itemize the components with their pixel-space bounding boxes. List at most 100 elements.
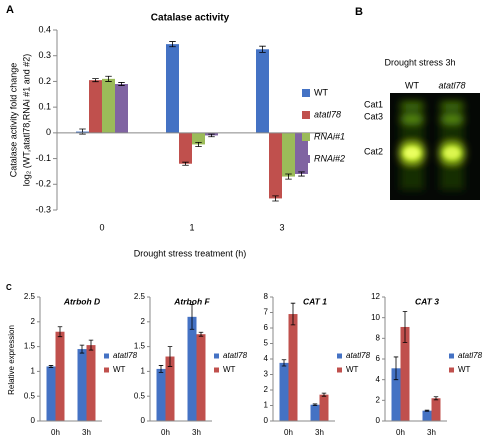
chart-title: Atrboh F: [173, 296, 210, 306]
lane-label: WT: [405, 80, 419, 90]
y-tick-label: 0.2: [38, 76, 51, 86]
y-tick-label: 2: [376, 395, 381, 404]
y-tick-label: -0.1: [35, 153, 51, 163]
y-tick-label: 0: [376, 416, 381, 425]
y-tick-label: 6: [264, 323, 269, 332]
error-bar: [48, 365, 54, 368]
error-bar: [424, 409, 430, 412]
legend-swatch: [104, 353, 109, 359]
error-bar: [433, 396, 439, 401]
bar: [89, 80, 102, 133]
legend-swatch: [449, 353, 454, 359]
legend-label: WT: [314, 87, 328, 97]
y-tick-label: 2: [31, 317, 36, 326]
legend-label: WT: [223, 365, 236, 374]
y-tick-label: 2: [264, 385, 269, 394]
legend-label: RNAi#1: [314, 131, 345, 141]
legend-swatch: [302, 89, 310, 97]
y-tick-label: 0.3: [38, 50, 51, 60]
x-tick-label: 1: [189, 222, 194, 232]
legend-label: atatl78: [458, 351, 483, 360]
error-bar: [57, 326, 63, 338]
bar: [400, 326, 410, 421]
chart: CAT 3 0 2 4 6 8 10 12 0h 3h atatl78 WT: [371, 292, 482, 437]
y-tick-label: 0.1: [38, 102, 51, 112]
x-tick-label: 0h: [284, 428, 293, 437]
legend-swatch: [337, 367, 342, 373]
y-tick-label: 3: [264, 370, 269, 379]
lane-label: atatl78: [438, 80, 465, 90]
bar: [46, 366, 56, 421]
bar: [77, 349, 87, 421]
y-tick-label: 0.4: [38, 24, 51, 34]
error-bar: [169, 41, 176, 48]
x-tick-label: 3: [279, 222, 284, 232]
bar: [179, 132, 192, 164]
error-bar: [118, 82, 125, 86]
y-tick-label: 0: [31, 416, 36, 425]
y-tick-label: 4: [376, 375, 381, 384]
chart: CAT 1 0 1 2 3 4 5 6 7 8 0h 3h atatl78 WT: [264, 292, 371, 437]
bar: [422, 410, 432, 421]
x-tick-label: 0h: [161, 428, 170, 437]
panel-label: C: [6, 283, 12, 292]
band-label: Cat3: [364, 111, 383, 121]
y-tick-label: -0.3: [35, 204, 51, 214]
legend-swatch: [214, 353, 219, 359]
chart: C Atrboh D Relative expression 0 0.5 1 1.5 2 2.5…: [6, 283, 138, 437]
y-tick-label: 2.5: [134, 292, 146, 301]
bar: [391, 368, 401, 421]
chart: A Catalase activity Catalase activity fold…: [6, 4, 345, 258]
x-tick-label: 3h: [82, 428, 91, 437]
x-tick-label: 0h: [51, 428, 60, 437]
error-bar: [92, 78, 99, 83]
y-tick-label: 0: [264, 416, 269, 425]
legend-swatch: [214, 367, 219, 373]
error-bar: [195, 141, 202, 147]
error-bar: [312, 403, 318, 406]
gel-core: [404, 147, 460, 159]
y-tick-label: 0.5: [24, 391, 36, 400]
legend-swatch: [337, 353, 342, 359]
y-tick-label: 2: [141, 317, 146, 326]
error-bar: [272, 195, 279, 202]
y-axis-label: Relative expression: [7, 325, 16, 395]
bar: [192, 132, 205, 145]
bar: [156, 368, 166, 421]
y-tick-label: 0.5: [134, 391, 146, 400]
x-tick-label: 0h: [396, 428, 405, 437]
y-tick-label: 4: [264, 354, 269, 363]
gel-title: Drought stress 3h: [384, 57, 455, 67]
band-label: Cat1: [364, 99, 383, 109]
x-tick-label: 3h: [192, 428, 201, 437]
y-tick-label: 12: [371, 292, 380, 301]
error-bar: [298, 171, 305, 177]
y-tick-label: 8: [264, 292, 269, 301]
error-bar: [198, 331, 204, 337]
y-tick-label: 1: [264, 401, 269, 410]
x-tick-label: 3h: [427, 428, 436, 437]
y-tick-label: 1.5: [24, 342, 36, 351]
legend-label: atatl78: [223, 351, 248, 360]
error-bar: [208, 133, 215, 138]
error-bar: [393, 356, 399, 381]
error-bar: [105, 75, 112, 82]
y-tick-label: -0.2: [35, 179, 51, 189]
legend-label: atatl78: [314, 109, 341, 119]
bar: [310, 404, 320, 421]
bar: [86, 345, 96, 421]
error-bar: [402, 311, 408, 343]
legend-swatch: [302, 111, 310, 119]
legend-label: WT: [113, 365, 126, 374]
legend-label: atatl78: [113, 351, 138, 360]
bar: [282, 132, 295, 177]
y-tick-label: 1.5: [134, 342, 146, 351]
bar: [102, 78, 115, 133]
chart: Atrboh F 0 0.5 1 1.5 2 2.5 0h 3h atatl78 WT: [134, 292, 248, 437]
error-bar: [189, 304, 195, 330]
y-tick-label: 10: [371, 313, 380, 322]
legend-label: atatl78: [346, 351, 371, 360]
bar: [166, 44, 179, 133]
error-bar: [321, 392, 327, 397]
